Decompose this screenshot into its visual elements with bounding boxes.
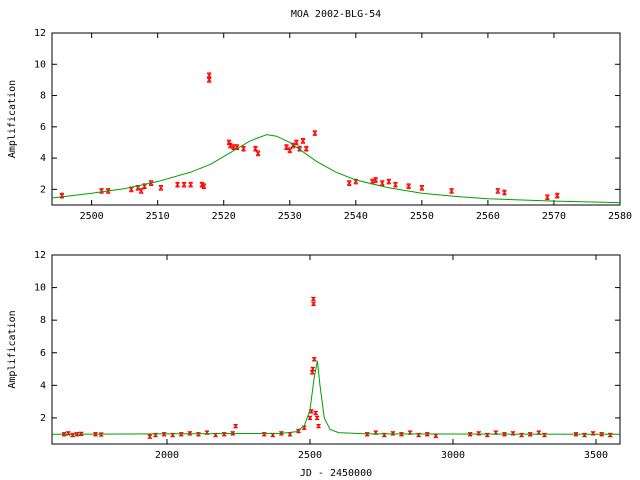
data-point [386, 179, 392, 184]
y-tick-label: 8 [40, 315, 46, 326]
x-tick-label: 2510 [146, 211, 170, 222]
data-point [476, 431, 482, 436]
data-point [314, 415, 320, 421]
data-point [188, 182, 194, 188]
data-point [196, 431, 201, 437]
data-point [253, 146, 258, 152]
data-point [311, 301, 316, 307]
y-tick-label: 2 [40, 184, 46, 195]
plot-frame [51, 254, 621, 445]
x-tick-label: 2500 [80, 211, 104, 222]
data-point [393, 182, 398, 188]
y-tick-label: 4 [40, 380, 46, 391]
y-tick-label: 6 [40, 122, 46, 133]
data-point [373, 177, 378, 183]
data-point [310, 366, 316, 372]
data-point [312, 130, 318, 136]
data-point [261, 431, 267, 437]
y-tick-label: 10 [34, 59, 46, 70]
x-tick-label: 3500 [584, 450, 608, 461]
data-point [296, 428, 301, 434]
x-tick-label: 2000 [155, 450, 179, 461]
data-point [206, 77, 212, 83]
data-point [233, 423, 238, 429]
x-axis-label: JD - 2450000 [300, 468, 372, 479]
data-point [607, 432, 613, 438]
x-tick-label: 2580 [608, 211, 632, 222]
x-tick-label: 2530 [278, 211, 302, 222]
chart-title: MOA 2002-BLG-54 [291, 9, 381, 20]
data-point [554, 193, 560, 198]
y-tick-label: 2 [40, 413, 46, 424]
data-point [206, 72, 212, 78]
data-point [287, 147, 293, 153]
data-point [390, 431, 396, 436]
data-point [544, 194, 550, 200]
model-curve [51, 360, 621, 435]
data-point [158, 185, 164, 191]
data-point [201, 183, 207, 189]
y-tick-label: 12 [34, 28, 46, 39]
y-axis-label: Amplification [7, 310, 18, 388]
data-point [510, 431, 516, 436]
data-point [303, 146, 309, 152]
data-point [369, 179, 375, 184]
data-point [313, 410, 319, 416]
x-tick-label: 2500 [298, 450, 322, 461]
data-point [138, 188, 144, 194]
data-point [294, 140, 299, 145]
plot-frame [51, 32, 621, 206]
y-tick-label: 8 [40, 91, 46, 102]
data-point [181, 182, 187, 188]
x-tick-label: 2560 [476, 211, 500, 222]
data-point [255, 151, 261, 156]
y-tick-label: 4 [40, 153, 46, 164]
data-point [175, 182, 180, 188]
data-point [379, 180, 385, 186]
data-point [98, 432, 104, 437]
data-point [307, 415, 313, 421]
data-point [495, 188, 501, 194]
x-tick-label: 2520 [212, 211, 236, 222]
y-axis-label: Amplification [7, 80, 18, 158]
data-point [147, 434, 153, 440]
x-tick-label: 2550 [410, 211, 434, 222]
data-point [449, 188, 454, 194]
data-point [590, 431, 596, 436]
data-point [65, 431, 71, 436]
data-point [241, 146, 246, 152]
data-point [433, 433, 439, 439]
data-point [221, 431, 227, 437]
data-point [227, 143, 233, 148]
data-point [300, 138, 306, 144]
x-tick-label: 2540 [344, 211, 368, 222]
model-curve [51, 134, 621, 204]
x-tick-label: 2570 [542, 211, 566, 222]
y-tick-label: 6 [40, 348, 46, 359]
data-point [311, 356, 317, 362]
x-tick-label: 3000 [441, 450, 465, 461]
data-point [128, 187, 134, 192]
data-point [419, 185, 425, 191]
data-point [311, 296, 316, 302]
y-tick-label: 12 [34, 250, 46, 261]
data-point [316, 423, 321, 429]
y-tick-label: 10 [34, 283, 46, 294]
data-point [502, 190, 507, 195]
data-point [346, 180, 352, 186]
data-point [406, 183, 412, 189]
